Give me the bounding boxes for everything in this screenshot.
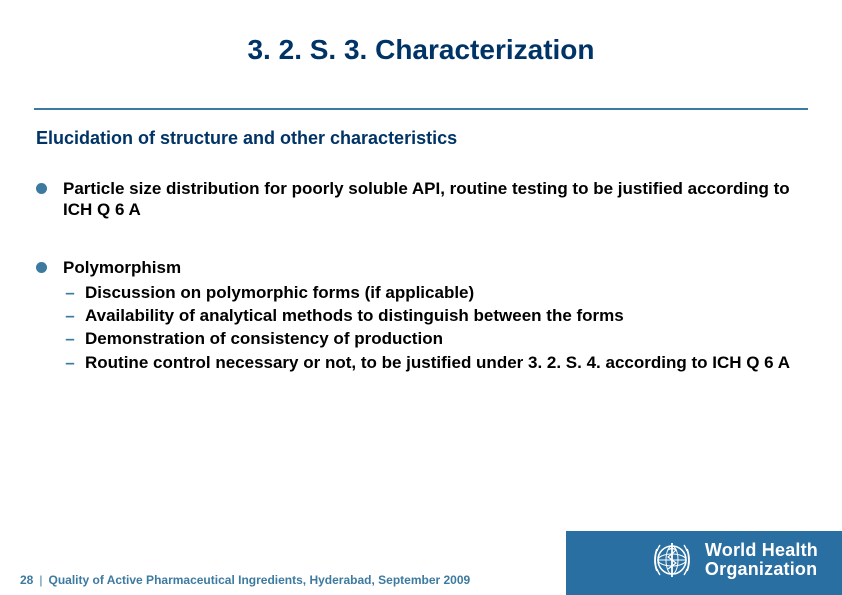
bullet-list: Particle size distribution for poorly so… — [36, 178, 796, 409]
list-item: – Demonstration of consistency of produc… — [63, 328, 796, 349]
sub-list: – Discussion on polymorphic forms (if ap… — [63, 282, 796, 373]
dash-icon: – — [63, 328, 77, 349]
slide-subtitle: Elucidation of structure and other chara… — [36, 128, 457, 149]
who-emblem-icon — [649, 537, 695, 583]
bullet-text: Polymorphism — [63, 257, 796, 278]
logo-line1: World Health — [705, 541, 818, 560]
footer-separator: | — [39, 573, 42, 587]
sub-text: Demonstration of consistency of producti… — [85, 328, 796, 349]
sub-text: Routine control necessary or not, to be … — [85, 352, 796, 373]
dash-icon: – — [63, 282, 77, 303]
sub-text: Discussion on polymorphic forms (if appl… — [85, 282, 796, 303]
slide: 3. 2. S. 3. Characterization Elucidation… — [0, 0, 842, 595]
dash-icon: – — [63, 352, 77, 373]
bullet-text: Particle size distribution for poorly so… — [63, 178, 796, 221]
who-logo-text: World Health Organization — [705, 541, 818, 579]
sub-text: Availability of analytical methods to di… — [85, 305, 796, 326]
footer-text: Quality of Active Pharmaceutical Ingredi… — [48, 573, 470, 587]
list-item: – Discussion on polymorphic forms (if ap… — [63, 282, 796, 303]
list-item: Polymorphism – Discussion on polymorphic… — [36, 257, 796, 373]
logo-line2: Organization — [705, 560, 818, 579]
list-item: – Routine control necessary or not, to b… — [63, 352, 796, 373]
who-logo: World Health Organization — [649, 537, 818, 583]
bullet-icon — [36, 262, 47, 273]
footer: 28 | Quality of Active Pharmaceutical In… — [20, 573, 560, 587]
list-item: Particle size distribution for poorly so… — [36, 178, 796, 221]
divider — [34, 108, 808, 110]
bullet-body: Polymorphism – Discussion on polymorphic… — [63, 257, 796, 373]
dash-icon: – — [63, 305, 77, 326]
bullet-icon — [36, 183, 47, 194]
page-number: 28 — [20, 573, 33, 587]
list-item: – Availability of analytical methods to … — [63, 305, 796, 326]
slide-title: 3. 2. S. 3. Characterization — [0, 34, 842, 66]
